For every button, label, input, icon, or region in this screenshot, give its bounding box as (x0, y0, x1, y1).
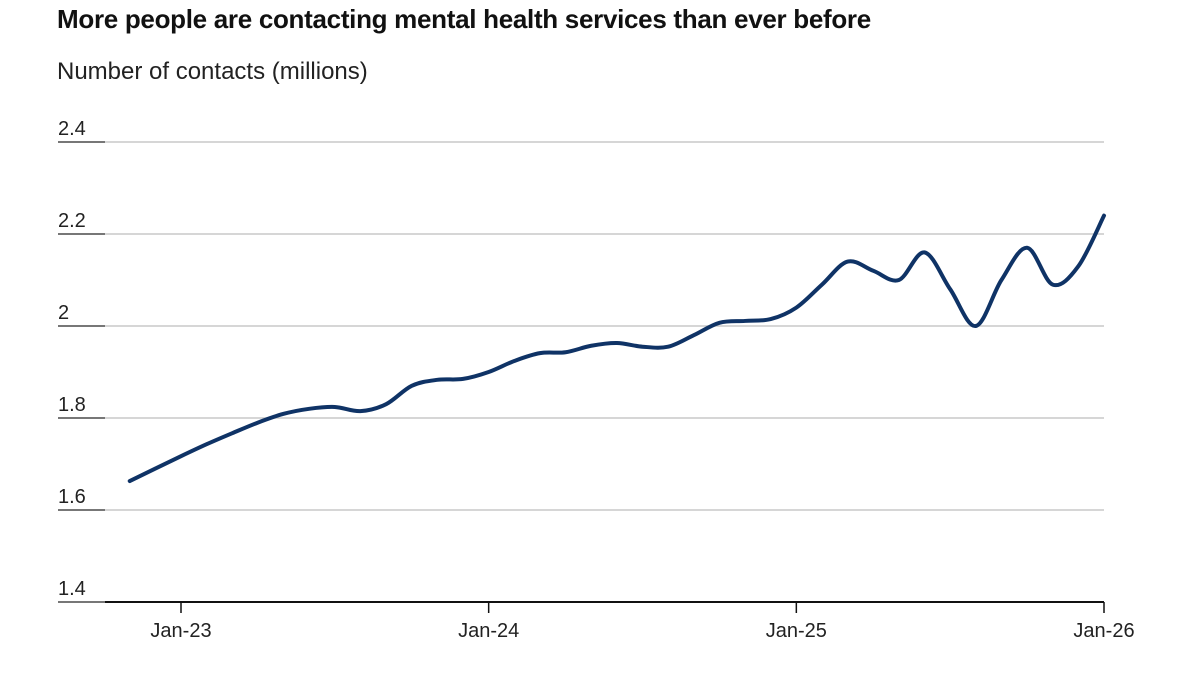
y-tick-label: 2.4 (58, 118, 86, 140)
series-line (127, 213, 1106, 484)
x-tick-label: Jan-26 (1073, 620, 1134, 642)
y-tick-label: 1.8 (58, 394, 86, 416)
chart-subtitle: Number of contacts (millions) (57, 58, 368, 85)
y-tick-label: 1.4 (58, 578, 86, 600)
x-tick-label: Jan-25 (766, 620, 827, 642)
y-tick-label: 2 (58, 302, 69, 324)
y-tick-label: 2.2 (58, 210, 86, 232)
x-tick-label: Jan-23 (150, 620, 211, 642)
chart-title: More people are contacting mental health… (57, 4, 871, 34)
x-tick-label: Jan-24 (458, 620, 519, 642)
y-tick-label: 1.6 (58, 486, 86, 508)
